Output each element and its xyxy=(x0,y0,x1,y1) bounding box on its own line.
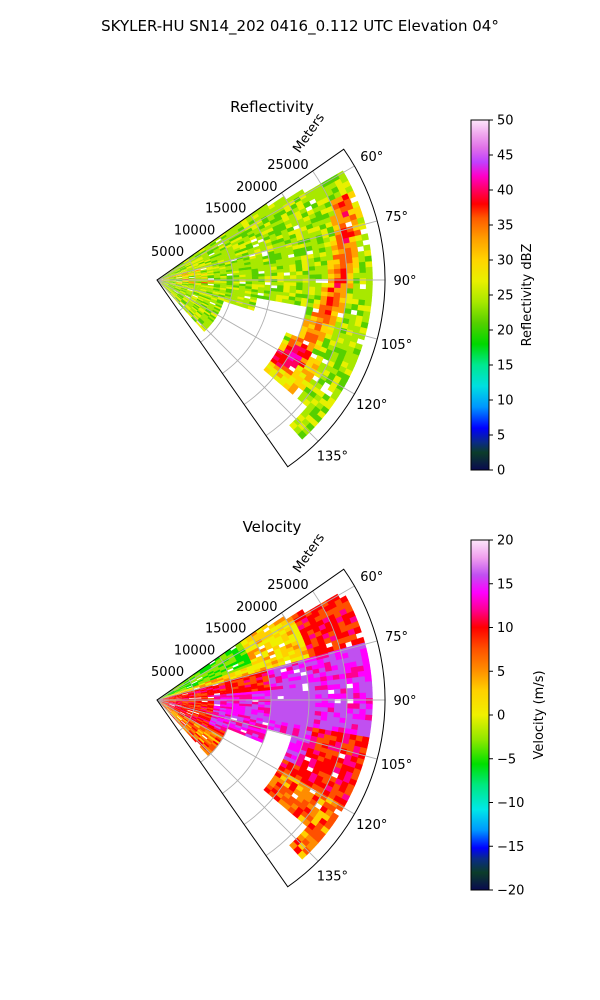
azimuth-tick-label: 120° xyxy=(356,818,387,833)
colorbar-tick-label: 25 xyxy=(497,289,514,304)
colorbar-tick-label: 50 xyxy=(497,114,514,129)
azimuth-tick-label: 105° xyxy=(381,758,412,773)
colorbar-tick-label: −15 xyxy=(497,840,524,855)
colorbar-tick-label: 30 xyxy=(497,254,514,269)
azimuth-tick-label: 105° xyxy=(381,338,412,353)
azimuth-tick-label: 60° xyxy=(360,570,383,585)
colorbar-tick-label: −20 xyxy=(497,884,524,899)
colorbar-tick-label: 15 xyxy=(497,359,514,374)
velocity-panel: Velocity 5000 10000 15000 20000 25000 Meters 6… xyxy=(151,518,547,899)
colorbar-tick-label: 10 xyxy=(497,394,514,409)
polar-grid xyxy=(156,148,386,468)
radial-tick-label: 10000 xyxy=(174,643,215,658)
radial-axis-label: Meters xyxy=(290,531,328,576)
figure-title: SKYLER-HU SN14_202 0416_0.112 UTC Elevat… xyxy=(101,17,499,36)
radial-tick-label: 25000 xyxy=(267,158,308,173)
colorbar-tick-label: 5 xyxy=(497,665,505,680)
azimuth-line xyxy=(156,699,378,760)
azimuth-tick-label: 75° xyxy=(385,210,408,225)
radial-tick-label: 20000 xyxy=(236,600,277,615)
radial-tick-label: 20000 xyxy=(236,180,277,195)
radial-tick-label: 15000 xyxy=(205,622,246,637)
colorbar-tick-label: 45 xyxy=(497,149,514,164)
azimuth-line xyxy=(156,585,355,701)
range-ring xyxy=(222,214,272,374)
velocity-colorbar: −20 −15 −10 −5 0 5 10 15 20 Velocity (m/s) xyxy=(470,534,547,899)
colorbar-label: Reflectivity dBZ xyxy=(520,244,535,347)
radial-tick-label: 15000 xyxy=(205,202,246,217)
polar-grid xyxy=(156,568,386,888)
colorbar-gradient xyxy=(470,539,490,891)
reflectivity-panel: Reflectivity 5000 10000 15000 20000 25000 Met… xyxy=(151,98,535,479)
range-ring xyxy=(265,590,348,857)
sector-outline xyxy=(156,148,386,468)
colorbar-gradient xyxy=(470,119,490,471)
radial-tick-label: 5000 xyxy=(151,245,184,260)
azimuth-line xyxy=(156,279,355,395)
azimuth-tick-label: 90° xyxy=(393,274,416,289)
panel-title: Velocity xyxy=(243,518,302,536)
colorbar-tick-label: 0 xyxy=(497,709,505,724)
azimuth-tick-label: 135° xyxy=(317,869,348,884)
radial-tick-label: 5000 xyxy=(151,665,184,680)
colorbar-tick-label: 10 xyxy=(497,621,514,636)
colorbar-tick-label: 0 xyxy=(497,464,505,479)
velocity-field xyxy=(157,593,373,860)
colorbar-tick-label: 15 xyxy=(497,577,514,592)
azimuth-line xyxy=(156,699,319,862)
colorbar-tick-label: 35 xyxy=(497,219,514,234)
range-ring xyxy=(243,612,310,825)
azimuth-line xyxy=(156,165,355,281)
range-ring xyxy=(200,656,234,763)
azimuth-line xyxy=(156,279,319,442)
colorbar-label: Velocity (m/s) xyxy=(532,670,547,759)
azimuth-line xyxy=(156,220,378,281)
reflectivity-field xyxy=(157,170,373,440)
range-ring xyxy=(200,236,234,343)
colorbar-tick-label: −5 xyxy=(497,752,516,767)
azimuth-tick-label: 75° xyxy=(385,630,408,645)
range-ring xyxy=(265,170,348,437)
radial-axis-label: Meters xyxy=(290,111,328,156)
sector-outline xyxy=(156,568,386,888)
colorbar-tick-label: 20 xyxy=(497,324,514,339)
radial-tick-label: 25000 xyxy=(267,578,308,593)
colorbar-tick-label: 5 xyxy=(497,429,505,444)
azimuth-line xyxy=(156,699,355,815)
azimuth-tick-label: 135° xyxy=(317,449,348,464)
panel-title: Reflectivity xyxy=(230,98,314,116)
azimuth-line xyxy=(156,279,378,340)
colorbar-tick-label: −10 xyxy=(497,796,524,811)
reflectivity-colorbar: 0 5 10 15 20 25 30 35 40 45 50 Reflectivity dBZ xyxy=(470,114,535,479)
colorbar-tick-label: 40 xyxy=(497,184,514,199)
azimuth-tick-label: 120° xyxy=(356,398,387,413)
azimuth-tick-label: 60° xyxy=(360,150,383,165)
range-ring xyxy=(222,634,272,794)
colorbar-tick-label: 20 xyxy=(497,534,514,549)
radial-tick-label: 10000 xyxy=(174,223,215,238)
range-ring xyxy=(243,192,310,405)
azimuth-tick-label: 90° xyxy=(393,694,416,709)
azimuth-line xyxy=(156,640,378,701)
